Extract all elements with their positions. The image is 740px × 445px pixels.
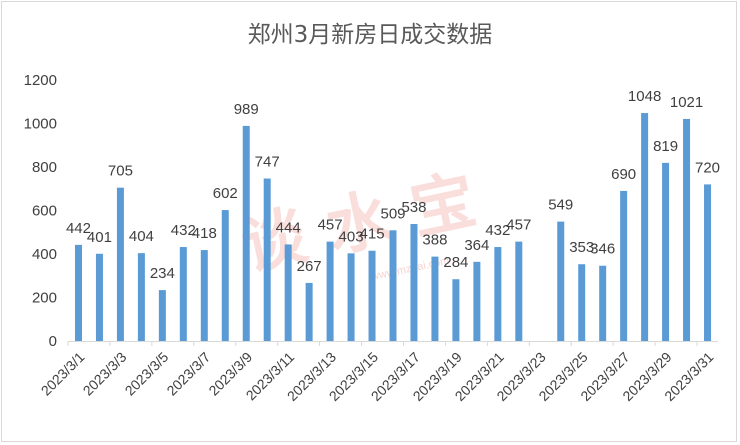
bar: [704, 184, 712, 341]
data-label: 819: [653, 138, 678, 155]
data-label: 989: [234, 101, 259, 118]
bar: [599, 265, 607, 341]
data-label: 432: [485, 222, 510, 239]
bar: [200, 250, 208, 341]
bar: [95, 253, 103, 341]
bar: [515, 241, 523, 341]
data-label: 267: [297, 258, 322, 275]
bar: [389, 230, 397, 341]
data-label: 404: [129, 228, 154, 245]
data-label: 602: [213, 185, 238, 202]
bar: [410, 223, 418, 341]
data-label: 403: [339, 228, 364, 245]
y-tick-label: 800: [32, 159, 57, 176]
y-tick-label: 400: [32, 246, 57, 263]
y-tick-label: 200: [32, 290, 57, 307]
x-tick-label: 2023/3/5: [122, 349, 172, 399]
data-label: 401: [87, 229, 112, 246]
x-axis-ticks: [67, 341, 698, 346]
bar: [263, 178, 271, 341]
bar: [221, 210, 229, 341]
chart-title: 郑州3月新房日成交数据: [248, 22, 493, 48]
bar: [242, 125, 250, 341]
data-label: 353: [569, 239, 594, 256]
y-tick-label: 0: [49, 333, 57, 350]
bar: [326, 241, 334, 341]
bar: [137, 253, 145, 341]
bar: [179, 247, 187, 341]
data-label: 415: [360, 226, 385, 243]
data-label: 457: [506, 217, 531, 234]
data-label: 538: [401, 199, 426, 216]
data-label: 284: [443, 254, 468, 271]
bars: [74, 113, 712, 342]
data-label: 1048: [628, 88, 661, 105]
data-label: 234: [150, 265, 175, 282]
x-axis-labels: 2023/3/12023/3/32023/3/52023/3/72023/3/9…: [38, 349, 717, 405]
data-label: 1021: [670, 94, 703, 111]
bar: [662, 162, 670, 341]
x-tick-label: 2023/3/7: [163, 349, 213, 399]
data-label: 720: [695, 159, 720, 176]
y-tick-label: 1200: [24, 72, 57, 89]
data-label: 509: [380, 205, 405, 222]
data-label: 690: [611, 166, 636, 183]
data-label: 444: [276, 219, 301, 236]
data-label: 388: [422, 232, 447, 249]
bar: [116, 187, 124, 341]
data-label: 705: [108, 163, 133, 180]
y-axis: 0 200 400 600 800 1000 1200: [24, 72, 57, 350]
y-tick-label: 1000: [24, 116, 57, 133]
bar: [494, 247, 502, 341]
bar: [74, 244, 82, 341]
data-label: 346: [590, 241, 615, 258]
bar: [431, 256, 439, 341]
bar: [641, 113, 649, 341]
data-label: 549: [548, 197, 573, 214]
bar: [368, 250, 376, 341]
bar: [452, 279, 460, 341]
bar: [578, 264, 586, 341]
data-label: 457: [318, 217, 343, 234]
data-label: 364: [464, 237, 489, 254]
y-tick-label: 600: [32, 203, 57, 220]
data-label: 432: [171, 222, 196, 239]
bar: [620, 190, 628, 341]
bar: [347, 253, 355, 341]
bar: [305, 282, 313, 341]
x-tick-label: 2023/3/3: [80, 349, 130, 399]
bar: [473, 261, 481, 341]
data-label: 747: [255, 154, 280, 171]
bar: [683, 118, 691, 342]
data-labels: 4424017054042344324186029897474442674574…: [66, 88, 720, 282]
data-label: 442: [66, 220, 91, 237]
data-label: 418: [192, 225, 217, 242]
bar: [557, 221, 565, 341]
bar: [284, 244, 292, 341]
bar: [158, 290, 166, 341]
x-tick-label: 2023/3/1: [38, 349, 88, 399]
